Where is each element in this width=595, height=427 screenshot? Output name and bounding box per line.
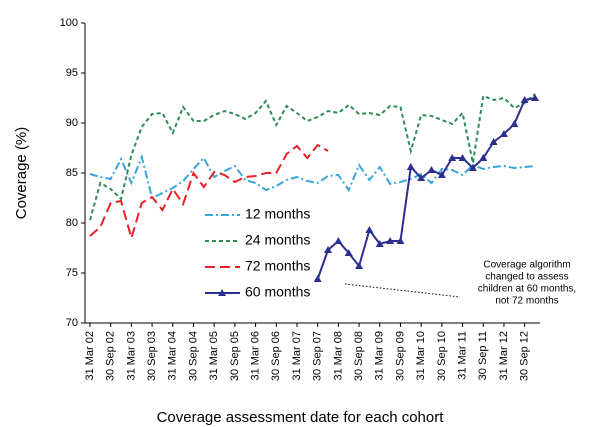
x-tick-label: 31 Mar 03	[125, 331, 137, 381]
series-marker	[489, 138, 498, 145]
series-marker	[427, 166, 436, 173]
series-marker	[510, 120, 519, 127]
y-tick-label: 95	[66, 67, 78, 79]
x-tick-label: 31 Mar 08	[332, 331, 344, 381]
legend-label: 24 months	[245, 232, 310, 248]
annotation: children at 60 months,	[478, 284, 576, 295]
series-marker	[334, 237, 343, 244]
x-tick-label: 31 Mar 11	[456, 331, 468, 380]
series-line	[89, 153, 536, 200]
annotation: Coverage algorithm	[483, 260, 570, 271]
x-tick-label: 31 Mar 09	[374, 331, 386, 381]
x-tick-label: 30 Sep 03	[146, 331, 158, 381]
x-tick-label: 30 Sep 09	[394, 331, 406, 381]
series-marker	[396, 237, 405, 244]
series-marker	[344, 249, 353, 256]
y-tick-label: 90	[66, 117, 78, 129]
series-marker	[531, 94, 539, 101]
x-tick-label: 31 Mar 05	[208, 331, 220, 381]
series-marker	[313, 275, 322, 282]
series-marker	[499, 130, 508, 137]
x-tick-label: 30 Sep 06	[270, 331, 282, 381]
series-marker	[375, 240, 384, 247]
y-tick-label: 75	[66, 267, 78, 279]
series-marker	[479, 154, 488, 161]
y-axis-label: Coverage (%)	[13, 127, 30, 220]
series-marker	[468, 164, 477, 171]
x-tick-label: 30 Sep 08	[353, 331, 365, 381]
series-marker	[520, 96, 529, 103]
series-marker	[406, 163, 415, 170]
series-marker	[437, 171, 446, 178]
annotation-pointer	[344, 283, 461, 298]
x-tick-label: 30 Sep 02	[105, 331, 117, 381]
series-line	[316, 97, 536, 280]
annotation: changed to assess	[485, 272, 568, 283]
x-tick-label: 30 Sep 07	[312, 331, 324, 381]
x-tick-label: 30 Sep 12	[519, 331, 531, 381]
series-marker	[448, 154, 457, 161]
annotation: not 72 months	[495, 296, 558, 307]
legend-label: 12 months	[245, 206, 310, 222]
x-tick-label: 31 Mar 02	[84, 331, 96, 381]
series-line	[89, 93, 536, 221]
x-tick-label: 31 Mar 04	[167, 331, 179, 381]
legend-marker	[218, 289, 226, 296]
x-tick-label: 30 Sep 10	[436, 331, 448, 381]
x-tick-label: 30 Sep 05	[229, 331, 241, 381]
x-tick-label: 31 Mar 06	[249, 331, 261, 381]
y-tick-label: 100	[60, 17, 78, 29]
series-marker	[365, 226, 374, 233]
legend-label: 72 months	[245, 258, 310, 274]
y-tick-label: 70	[66, 317, 78, 329]
y-tick-label: 80	[66, 217, 78, 229]
x-tick-label: 30 Sep 04	[187, 331, 199, 381]
series-marker	[355, 262, 364, 269]
x-tick-label: 30 Sep 11	[477, 331, 489, 380]
y-tick-label: 85	[66, 167, 78, 179]
legend-label: 60 months	[245, 284, 310, 300]
x-tick-label: 31 Mar 12	[498, 331, 510, 381]
series-marker	[417, 174, 426, 181]
series-marker	[458, 154, 467, 161]
x-axis-label: Coverage assessment date for each cohort	[157, 409, 445, 426]
series-marker	[386, 237, 395, 244]
x-tick-label: 31 Mar 10	[415, 331, 427, 381]
x-tick-label: 31 Mar 07	[291, 331, 303, 381]
series-line	[89, 143, 329, 242]
series-marker	[324, 246, 333, 253]
